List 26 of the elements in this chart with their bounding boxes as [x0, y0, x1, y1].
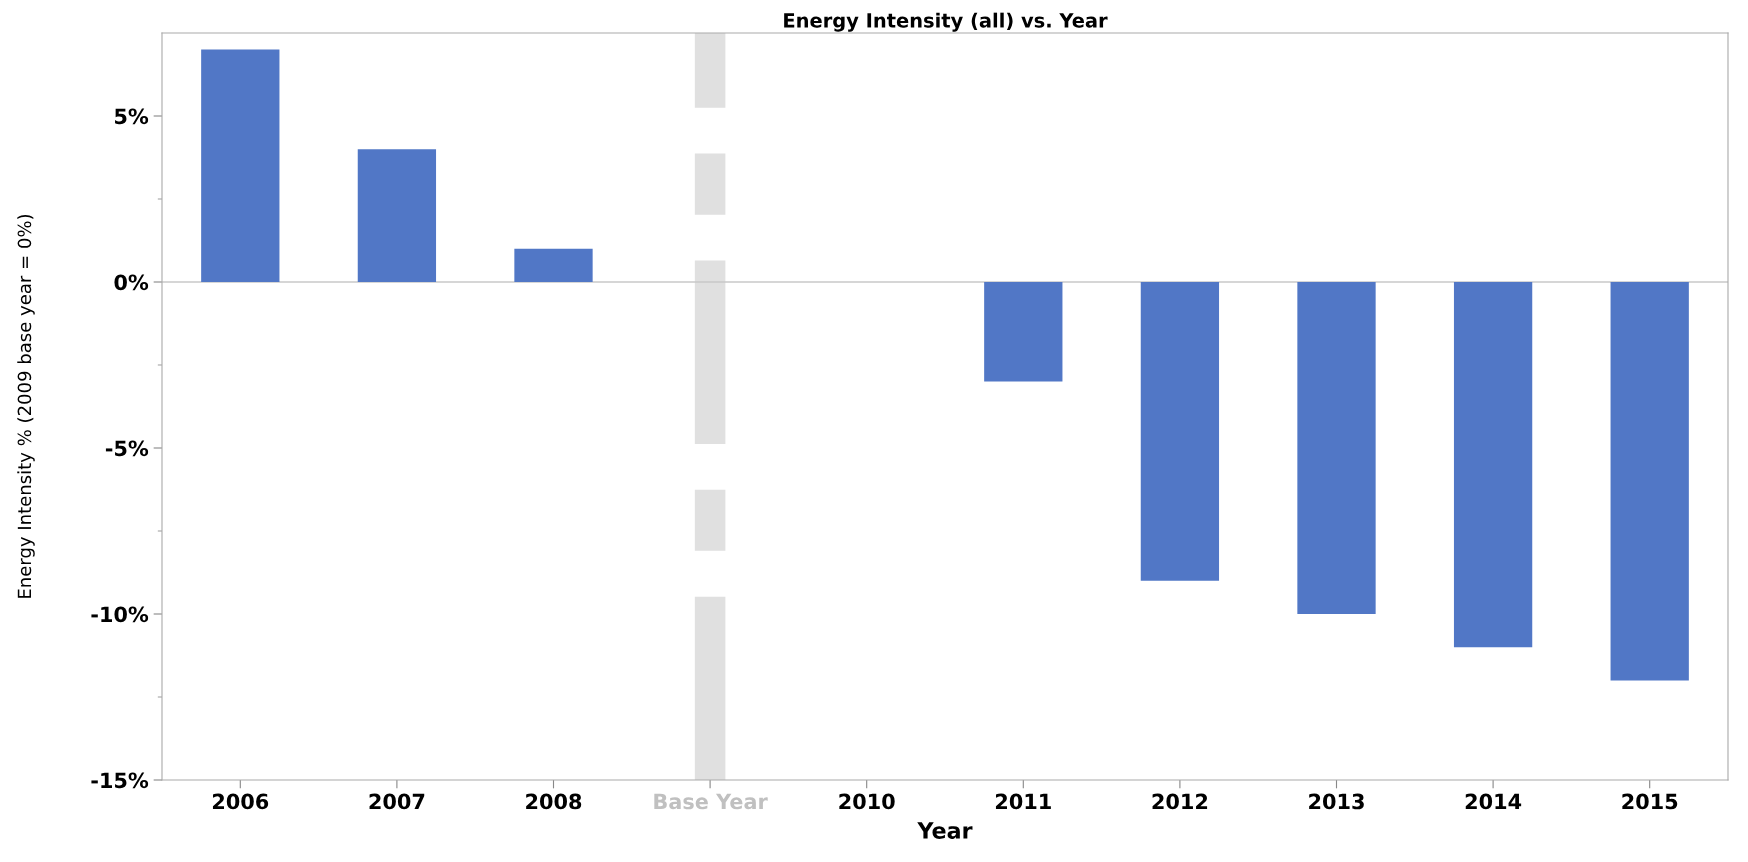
x-tick-label: 2008	[526, 793, 582, 810]
bar	[201, 49, 280, 282]
chart-title: Energy Intensity (all) vs. Year	[784, 12, 1108, 32]
x-tick-label: 2015	[1622, 793, 1678, 810]
x-tick-label: 2013	[1309, 793, 1364, 810]
x-tick-label: Base Year	[654, 793, 768, 810]
y-tick-label: -5%	[105, 440, 149, 457]
bar	[1610, 282, 1689, 681]
x-tick-label: 2011	[995, 793, 1051, 810]
bar	[357, 149, 437, 282]
x-tick-label: 2012	[1152, 793, 1208, 810]
bar	[984, 282, 1063, 382]
y-tick-label: -15%	[91, 772, 149, 789]
x-tick-label: 2007	[369, 793, 425, 810]
bar	[1140, 282, 1220, 581]
x-tick-label: 2010	[839, 793, 895, 810]
y-tick-label: -10%	[91, 606, 149, 623]
y-axis-title: Energy Intensity % (2009 base year = 0%)	[17, 214, 35, 598]
y-tick-label: 5%	[115, 108, 149, 125]
x-tick-label: 2006	[212, 793, 269, 810]
bar	[1297, 282, 1376, 614]
y-tick-label: 0%	[114, 274, 149, 291]
bar	[514, 248, 593, 282]
x-tick-label: 2014	[1465, 793, 1522, 810]
bar	[1453, 282, 1533, 648]
x-axis-title: Year	[917, 822, 973, 839]
